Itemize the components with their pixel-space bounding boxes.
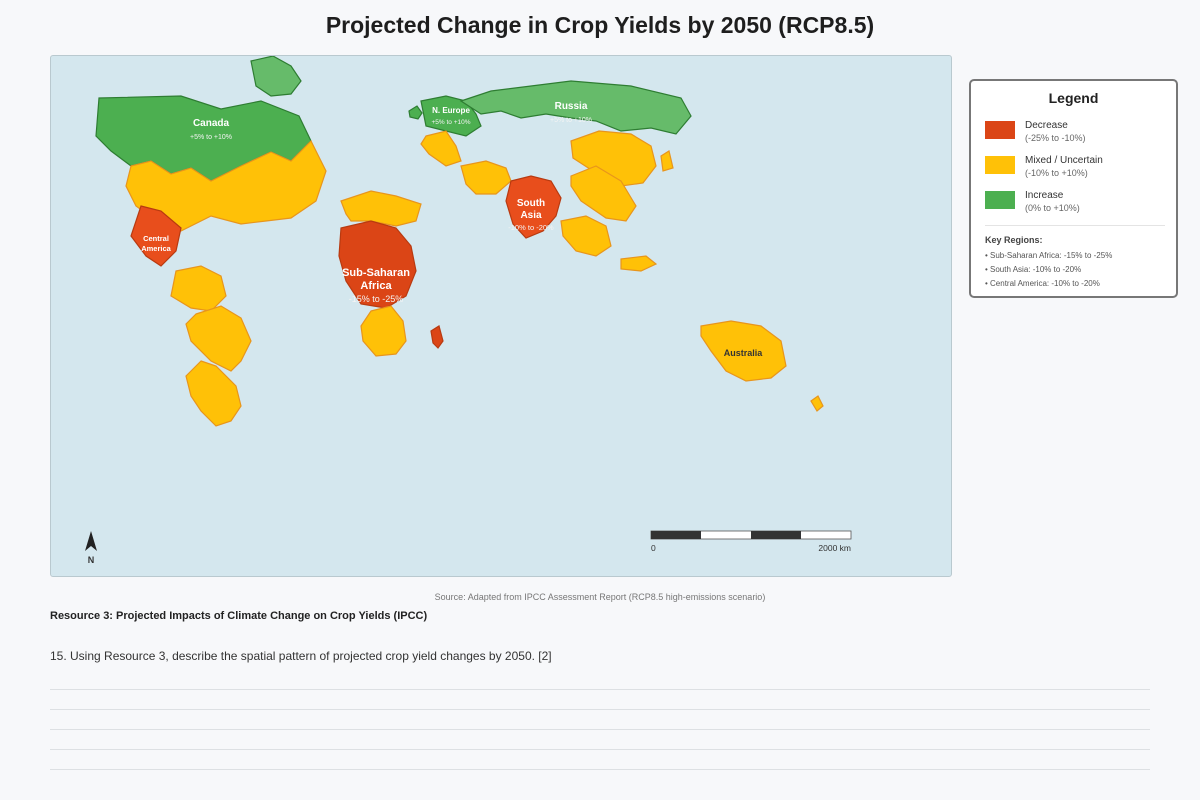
label-n-europe: N. Europe <box>432 106 470 115</box>
label-south-asia-2: Asia <box>520 210 542 221</box>
label-australia: Australia <box>724 348 764 358</box>
region-middle-east <box>460 160 512 195</box>
label-russia: Russia <box>555 101 588 112</box>
answer-line[interactable] <box>50 689 1150 690</box>
region-australia <box>700 320 787 382</box>
scale-bar <box>650 530 852 540</box>
key-region-item: • Sub-Saharan Africa: -15% to -25% <box>985 251 1113 260</box>
legend-range: (-10% to +10%) <box>1025 168 1088 178</box>
legend-title: Legend <box>1048 90 1099 106</box>
region-uk <box>408 105 423 120</box>
region-south-america-north <box>170 265 227 312</box>
region-new-zealand <box>810 395 824 412</box>
answer-line[interactable] <box>50 749 1150 750</box>
region-east-asia-north <box>570 130 657 187</box>
resource-caption: Resource 3: Projected Impacts of Climate… <box>50 610 428 622</box>
scale-start: 0 <box>651 543 656 553</box>
region-south-america-south <box>185 360 242 427</box>
region-north-africa <box>340 190 422 227</box>
legend-divider <box>985 225 1165 226</box>
label-sub-saharan-africa-range: -15% to -25% <box>349 294 404 304</box>
world-map: Canada +5% to +10% Central America Sub-S… <box>50 55 952 577</box>
source-caption: Source: Adapted from IPCC Assessment Rep… <box>434 592 766 602</box>
region-n-europe <box>420 95 482 137</box>
region-south-asia <box>505 175 562 239</box>
label-central-america-1: Central <box>143 234 169 243</box>
label-russia-range: +5% to +10% <box>550 117 592 124</box>
label-central-america-2: America <box>141 244 171 253</box>
legend-swatch-increase <box>985 191 1015 209</box>
region-russia <box>459 80 692 135</box>
legend-swatch-decrease <box>985 121 1015 139</box>
region-greenland <box>250 56 302 97</box>
region-indonesia <box>620 255 658 272</box>
region-china <box>570 165 637 222</box>
answer-line[interactable] <box>50 709 1150 710</box>
legend-item-increase: Increase (0% to +10%) <box>985 190 1170 220</box>
legend-label: Decrease <box>1025 120 1068 131</box>
label-canada: Canada <box>193 118 230 129</box>
region-central-america <box>130 205 182 267</box>
label-sub-saharan-africa-2: Africa <box>360 280 392 292</box>
answer-line[interactable] <box>50 769 1150 770</box>
north-label: N <box>88 555 95 565</box>
key-regions-title: Key Regions: <box>985 235 1043 245</box>
key-region-item: • South Asia: -10% to -20% <box>985 265 1082 274</box>
legend-label: Increase <box>1025 190 1064 201</box>
answer-line[interactable] <box>50 729 1150 730</box>
legend-panel: Legend Decrease (-25% to -10%) Mixed / U… <box>969 79 1178 298</box>
region-southeast-asia <box>560 215 612 257</box>
label-n-europe-range: +5% to +10% <box>431 119 470 126</box>
legend-item-decrease: Decrease (-25% to -10%) <box>985 120 1170 150</box>
label-sub-saharan-africa-1: Sub-Saharan <box>342 267 410 279</box>
region-south-america-middle <box>185 305 252 372</box>
label-canada-range: +5% to +10% <box>190 134 232 141</box>
region-japan <box>660 150 674 172</box>
scale-end: 2000 km <box>818 543 851 553</box>
region-southern-africa <box>360 305 407 357</box>
legend-range: (-25% to -10%) <box>1025 133 1086 143</box>
legend-label: Mixed / Uncertain <box>1025 155 1103 166</box>
label-south-asia-1: South <box>517 198 545 209</box>
key-region-item: • Central America: -10% to -20% <box>985 279 1100 288</box>
region-southern-europe <box>420 130 462 167</box>
legend-item-mixed: Mixed / Uncertain (-10% to +10%) <box>985 155 1170 185</box>
question-text: 15. Using Resource 3, describe the spati… <box>50 649 552 663</box>
label-south-asia-range: -10% to -20% <box>508 223 554 232</box>
region-sub-saharan-africa <box>338 220 417 309</box>
region-madagascar <box>430 325 444 349</box>
north-arrow-icon <box>85 531 97 551</box>
legend-range: (0% to +10%) <box>1025 203 1080 213</box>
page-title: Projected Change in Crop Yields by 2050 … <box>325 12 875 38</box>
map-canvas: Canada +5% to +10% Central America Sub-S… <box>85 56 852 565</box>
legend-swatch-mixed <box>985 156 1015 174</box>
